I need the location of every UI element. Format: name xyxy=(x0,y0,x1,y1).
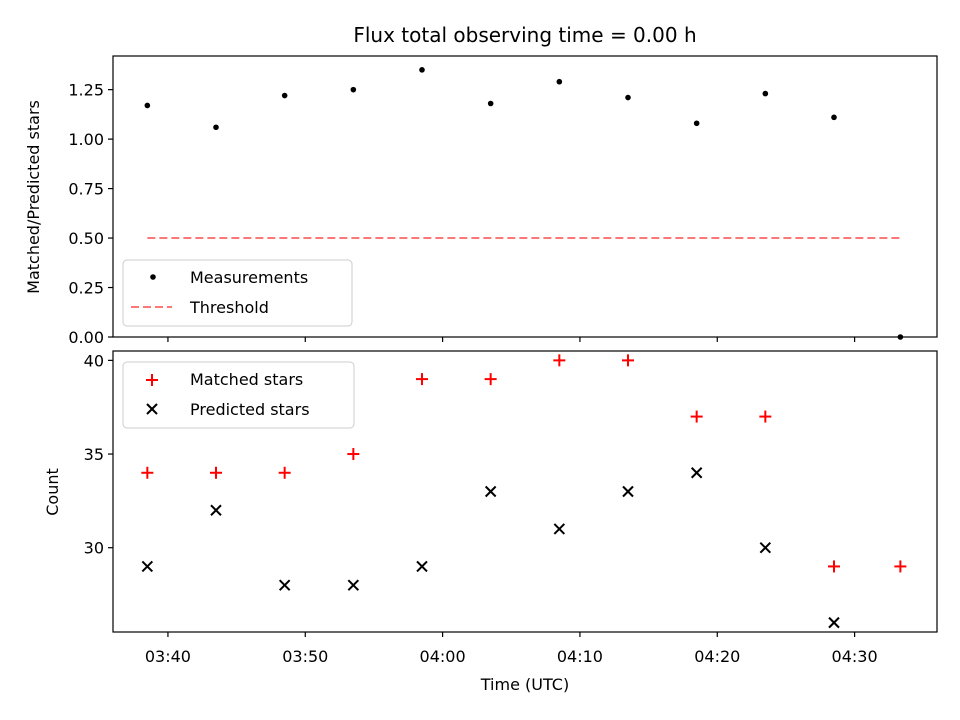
legend-threshold-label: Threshold xyxy=(189,298,269,317)
matched-star-point xyxy=(210,466,222,479)
count-y-axis-label: Count xyxy=(43,468,62,516)
predicted-star-point xyxy=(622,485,634,498)
count-legend: Matched stars Predicted stars xyxy=(122,361,355,429)
measurement-point xyxy=(625,94,631,101)
measurement-point xyxy=(213,124,219,131)
x-tick-label: 04:10 xyxy=(557,647,603,666)
predicted-star-point xyxy=(759,541,772,554)
x-tick-label: 04:30 xyxy=(832,647,878,666)
measurement-point xyxy=(487,100,494,107)
matched-star-point xyxy=(416,373,428,386)
predicted-star-point xyxy=(416,560,428,573)
measurement-point xyxy=(281,92,288,99)
predicted-star-point xyxy=(278,579,291,591)
matched-star-point xyxy=(622,354,634,367)
count-panel: 30 35 40 03:40 03:50 04:00 04:10 04:20 04:30 Co… xyxy=(43,350,938,694)
measurement-point xyxy=(350,86,357,93)
matched-star-point xyxy=(894,560,907,573)
predicted-star-point xyxy=(210,504,222,516)
matched-star-point xyxy=(141,466,154,479)
measurement-point xyxy=(556,78,563,85)
legend-measurements-marker xyxy=(150,274,156,280)
ratio-legend-box xyxy=(122,259,353,327)
predicted-star-point xyxy=(141,560,154,573)
legend-matched-marker xyxy=(146,374,158,386)
measurement-point xyxy=(762,90,769,97)
matched-star-point xyxy=(828,560,840,573)
legend-predicted-marker xyxy=(146,403,158,415)
matched-star-point xyxy=(690,410,703,423)
legend-measurements-label: Measurements xyxy=(190,268,308,287)
ratio-legend: Measurements Threshold xyxy=(122,259,353,327)
predicted-star-point xyxy=(484,485,497,498)
matched-star-point xyxy=(759,410,772,423)
matched-star-point xyxy=(347,448,360,461)
measurement-point xyxy=(831,114,837,121)
x-tick-label: 04:00 xyxy=(420,647,466,666)
ratio-y-tick-label: 0.00 xyxy=(68,328,104,347)
ratio-panel: 0.00 0.25 0.50 0.75 1.00 1.25 Matched/Predict… xyxy=(24,55,938,347)
x-tick-label: 04:20 xyxy=(694,647,740,666)
legend-predicted-label: Predicted stars xyxy=(190,400,310,419)
matched-star-point xyxy=(553,354,566,367)
ratio-y-tick-label: 1.25 xyxy=(68,81,104,100)
chart-title: Flux total observing time = 0.00 h xyxy=(353,23,696,47)
ratio-panel-frame xyxy=(112,55,938,338)
ratio-y-axis-label: Matched/Predicted stars xyxy=(24,100,43,294)
legend-matched-label: Matched stars xyxy=(190,370,303,389)
count-y-tick-label: 30 xyxy=(84,539,104,558)
x-axis-label: Time (UTC) xyxy=(480,675,569,694)
count-y-tick-label: 35 xyxy=(84,445,104,464)
count-y-tick-label: 40 xyxy=(84,351,104,370)
measurement-point xyxy=(693,120,700,127)
measurement-point xyxy=(419,67,425,73)
count-panel-frame xyxy=(112,350,938,633)
ratio-y-tick-label: 0.75 xyxy=(68,180,104,199)
ratio-y-tick-label: 0.50 xyxy=(68,229,104,248)
predicted-star-point xyxy=(690,467,703,479)
measurement-point xyxy=(144,102,151,109)
count-legend-box xyxy=(122,361,355,429)
matched-star-point xyxy=(484,373,497,386)
predicted-star-point xyxy=(553,523,566,535)
x-tick-label: 03:50 xyxy=(282,647,328,666)
x-tick-label: 03:40 xyxy=(145,647,191,666)
predicted-star-point xyxy=(828,616,840,629)
matched-star-point xyxy=(278,466,291,479)
ratio-y-tick-label: 0.25 xyxy=(68,279,104,298)
ratio-y-tick-label: 1.00 xyxy=(68,130,104,149)
predicted-star-point xyxy=(347,579,360,591)
